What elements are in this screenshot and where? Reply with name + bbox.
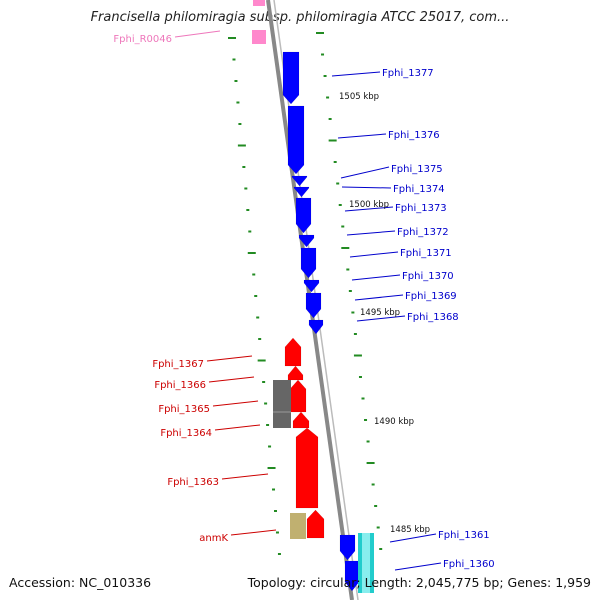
gene-label-fphi-r0046[interactable]: Fphi_R0046: [113, 34, 172, 45]
leader-fphi-1365: [212, 400, 259, 407]
leader-fphi-1375: [340, 166, 390, 179]
gene-label-fphi-1368[interactable]: Fphi_1368: [407, 312, 459, 323]
label-leader-lines: [174, 30, 442, 571]
gene-fphi-1375: [291, 175, 308, 187]
leader-fphi-1373: [344, 206, 394, 212]
kbp-label: 1490 kbp: [374, 417, 414, 427]
gene-label-anmk[interactable]: anmK: [199, 533, 228, 544]
gene-fphi-1372: [298, 234, 315, 248]
pseudo-feature: [273, 380, 291, 428]
highlight-feature-inner: [362, 533, 370, 593]
gene-label-fphi-1374[interactable]: Fphi_1374: [393, 184, 445, 195]
gene-label-fphi-1370[interactable]: Fphi_1370: [402, 271, 454, 282]
gene-fphi-1360: [344, 560, 360, 592]
gene-fphi-1368: [308, 319, 324, 335]
gene-fphi-1364: [292, 411, 310, 429]
gene-label-fphi-1364[interactable]: Fphi_1364: [160, 428, 212, 439]
leader-fphi-1367: [206, 355, 253, 362]
rna-feature-r0046: [252, 30, 266, 44]
gene-label-fphi-1369[interactable]: Fphi_1369: [405, 291, 457, 302]
leader-fphi-1363: [221, 473, 269, 480]
kbp-label: 1505 kbp: [339, 92, 379, 102]
kbp-label: 1500 kbp: [349, 200, 389, 210]
leader-fphi-1370: [351, 274, 401, 281]
gene-label-fphi-1365[interactable]: Fphi_1365: [158, 404, 210, 415]
leader-fphi-1369: [354, 294, 404, 301]
gene-label-fphi-1373[interactable]: Fphi_1373: [395, 203, 447, 214]
gene-fphi-1374: [293, 186, 310, 198]
scale-ticks: [228, 32, 383, 555]
gene-fphi-1370: [303, 279, 320, 293]
kbp-label: 1485 kbp: [390, 525, 430, 535]
accession-text: Accession: NC_010336: [9, 575, 152, 590]
gene-label-fphi-1376[interactable]: Fphi_1376: [388, 130, 440, 141]
gene-label-fphi-1367[interactable]: Fphi_1367: [152, 359, 204, 370]
leader-fphi-1360: [394, 562, 442, 571]
gene-labels: Fphi_R0046 Fphi_1377 Fphi_1376 Fphi_1375 Fph…: [113, 34, 494, 570]
leader-fphi-1377: [331, 71, 381, 77]
topology-text: Topology: circular; Length: 2,045,775 bp…: [247, 575, 591, 590]
leader-fphi-1374: [341, 186, 392, 189]
gene-anmk: [306, 509, 325, 539]
gene-fphi-1373: [295, 197, 312, 234]
gene-features: [252, 0, 374, 593]
leader-fphi-1376: [337, 133, 387, 139]
gene-fphi-1377: [282, 51, 300, 105]
map-title: Francisella philomiragia subsp. philomir…: [90, 10, 510, 25]
other-feature: [290, 513, 306, 539]
leader-fphi-1366: [208, 376, 255, 383]
leader-fphi-1364: [214, 424, 261, 431]
leader-fphi-r0046: [174, 30, 221, 38]
gene-label-fphi-1372[interactable]: Fphi_1372: [397, 227, 449, 238]
leader-fphi-1361: [389, 533, 437, 543]
gene-label-fphi-1377[interactable]: Fphi_1377: [382, 68, 434, 79]
leader-fphi-1368: [356, 315, 406, 322]
leader-anmk: [230, 529, 277, 536]
gene-fphi-1376: [287, 105, 305, 175]
gene-label-fphi-1375[interactable]: Fphi_1375: [391, 164, 443, 175]
gene-label-fphi-1361[interactable]: Fphi_1361: [438, 530, 490, 541]
gene-fphi-1363: [295, 427, 319, 509]
gene-fphi-1371: [300, 247, 317, 279]
gene-label-fphi-1360[interactable]: Fphi_1360: [443, 559, 495, 570]
kbp-label: 1495 kbp: [360, 308, 400, 318]
leader-fphi-1371: [349, 251, 399, 258]
gene-label-fphi-1371[interactable]: Fphi_1371: [400, 248, 452, 259]
gene-fphi-1367: [284, 337, 302, 367]
kbp-labels: 1505 kbp 1500 kbp 1495 kbp 1490 kbp 1485 kbp: [339, 92, 430, 535]
gene-label-fphi-1366[interactable]: Fphi_1366: [154, 380, 206, 391]
gene-fphi-1366: [287, 365, 304, 381]
gene-fphi-1365: [289, 379, 307, 413]
leader-fphi-1372: [346, 230, 396, 236]
gene-label-fphi-1363[interactable]: Fphi_1363: [167, 477, 219, 488]
gene-fphi-1361: [339, 534, 356, 561]
rna-feature-top: [253, 0, 265, 6]
gene-fphi-1369: [305, 292, 322, 319]
